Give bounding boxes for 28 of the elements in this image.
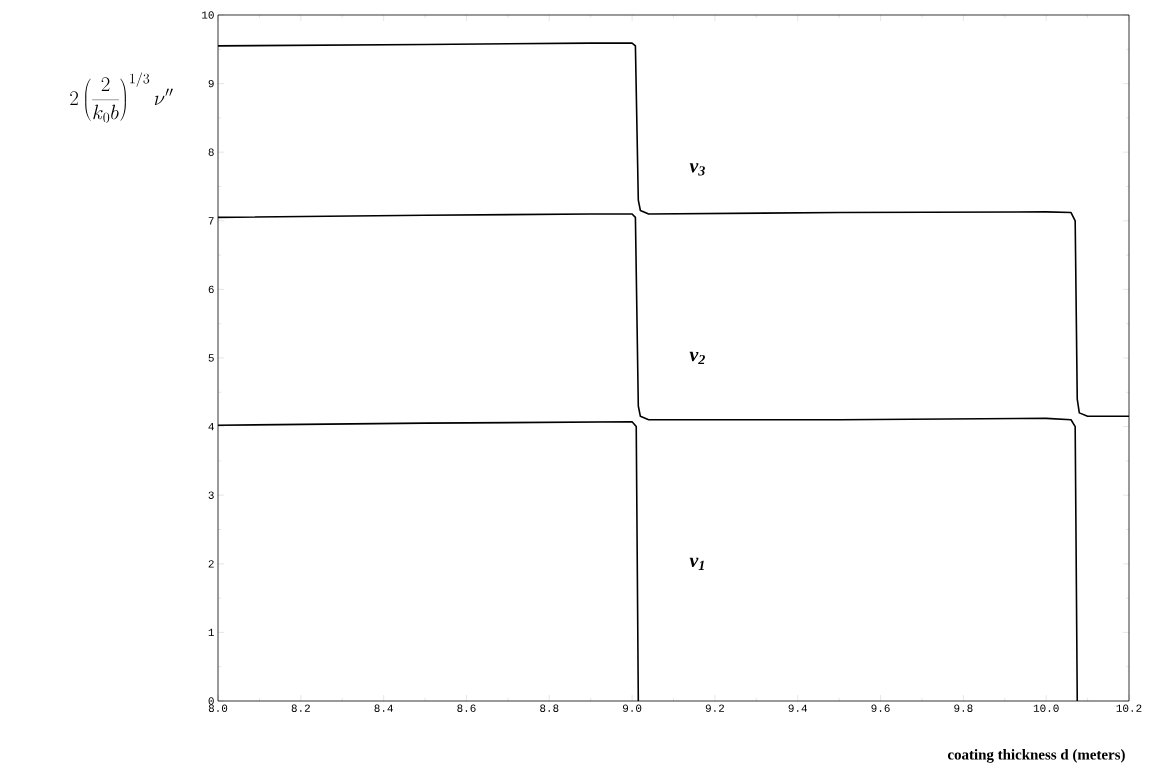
text: ν$_{1}$ (689, 557, 704, 570)
y-axis-title: $2\left(\frac{2}{k_0 b}\right)^{1/3}\nu''$ (70, 72, 173, 123)
x-tick-label: 10.2 (1116, 704, 1142, 712)
y-tick-label: 1 (208, 628, 214, 637)
y-tick-label: 9 (208, 79, 214, 88)
x-tick-label: 9.4 (788, 704, 808, 712)
y-tick-label: 6 (208, 285, 214, 294)
x-tick-label: 8.8 (540, 704, 559, 712)
y-tick-label: 0 (208, 697, 214, 705)
x-tick-label: 8.6 (457, 704, 476, 712)
x-tick-label: 9.0 (622, 704, 642, 712)
x-tick-label: 9.6 (871, 704, 890, 712)
x-tick-label: 9.2 (705, 704, 724, 712)
x-tick-label: 8.0 (208, 704, 228, 712)
y-tick-label: 4 (208, 422, 214, 431)
y-tick-label: 5 (208, 354, 214, 362)
x-tick-label: 8.4 (374, 704, 393, 712)
series-label: ν$_{3}$ (689, 163, 705, 176)
text: ν$_{2}$ (689, 351, 705, 365)
x-tick-label: 10.0 (1033, 704, 1059, 712)
y-tick-label: 7 (208, 217, 214, 225)
y-tick-label: 2 (208, 560, 214, 568)
y-tick-label: 8 (208, 148, 214, 156)
y-tick-label: 3 (208, 491, 214, 499)
y-tick-label: 10 (202, 11, 214, 19)
x-axis-title: coating thickness d (meters) (947, 749, 1125, 763)
x-tick-label: 9.8 (954, 704, 973, 712)
x-tick-label: 8.2 (291, 704, 310, 712)
